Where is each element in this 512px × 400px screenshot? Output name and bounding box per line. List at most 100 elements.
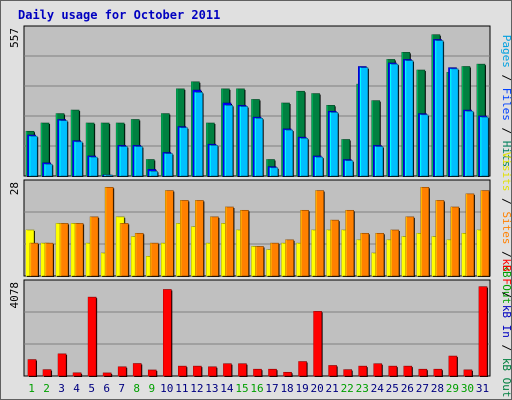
bar-pages-day-30 — [464, 110, 475, 177]
bar-kb-f-day-2 — [42, 369, 53, 377]
bar-sites-day-14 — [225, 206, 235, 277]
x-tick-label: 15 — [235, 382, 248, 395]
bar-sites-day-8 — [134, 232, 145, 277]
bar-kb-f-day-4 — [72, 372, 83, 377]
x-tick-label: 16 — [250, 382, 263, 395]
bar-hits-day-6 — [100, 122, 111, 177]
bar-pages-day-2 — [43, 163, 54, 177]
legend-middle: Visits / Sites / kB Out — [500, 152, 512, 304]
x-tick-label: 12 — [190, 382, 203, 395]
bar-pages-day-26 — [404, 60, 415, 178]
bar-pages-day-17 — [269, 167, 279, 177]
bar-sites-day-12 — [195, 200, 205, 277]
x-tick-label: 21 — [326, 382, 339, 395]
legend-item: Files — [500, 88, 512, 121]
bar-pages-day-8 — [134, 146, 144, 177]
x-tick-label: 28 — [431, 382, 444, 395]
bar-pages-day-23 — [359, 67, 369, 177]
bar-pages-day-14 — [224, 105, 234, 177]
bar-sites-day-25 — [390, 229, 400, 277]
x-tick-label: 25 — [386, 382, 399, 395]
plot-area — [23, 279, 491, 377]
legend-top: Pages / Files / Hits — [500, 35, 512, 168]
bar-kb-f-day-16 — [253, 368, 263, 377]
bar-kb-f-day-30 — [463, 369, 473, 377]
bar-sites-day-27 — [420, 186, 430, 277]
x-tick-label: 9 — [148, 382, 155, 395]
y-max-label: 557 — [8, 28, 21, 48]
x-tick-label: 27 — [416, 382, 429, 395]
bar-pages-day-25 — [389, 63, 399, 177]
bar-kb-f-day-15 — [238, 363, 248, 377]
bar-pages-day-4 — [73, 141, 84, 177]
bar-kb-f-day-23 — [358, 365, 368, 377]
bar-pages-day-3 — [58, 120, 69, 177]
x-tick-label: 5 — [88, 382, 95, 395]
bar-sites-day-1 — [29, 242, 39, 277]
bar-kb-f-day-25 — [388, 365, 398, 377]
bar-pages-day-9 — [149, 170, 159, 177]
bar-kb-f-day-5 — [87, 296, 98, 377]
bar-sites-day-2 — [44, 242, 55, 277]
bar-pages-day-19 — [299, 138, 309, 177]
x-tick-label: 19 — [295, 382, 308, 395]
bar-sites-day-6 — [104, 186, 115, 277]
legend-item: kB Out — [500, 264, 512, 304]
bar-sites-day-18 — [285, 239, 295, 277]
panel-middle: 28 Visits / Sites / kB Out — [8, 152, 512, 304]
legend-bottom: kB F / kB In / kB Out — [500, 258, 512, 397]
bar-sites-day-4 — [74, 223, 85, 277]
bar-pages-day-24 — [374, 146, 384, 177]
bar-kb-f-day-19 — [298, 361, 308, 377]
bar-sites-day-29 — [450, 206, 460, 277]
bar-pages-day-6 — [104, 174, 114, 177]
x-tick-label: 2 — [43, 382, 50, 395]
y-max-label: 28 — [8, 182, 21, 195]
bar-sites-day-21 — [330, 219, 340, 277]
bar-pages-day-27 — [419, 114, 430, 177]
bar-kb-f-day-3 — [57, 353, 68, 377]
bar-kb-f-day-14 — [223, 363, 233, 377]
bar-sites-day-19 — [300, 209, 310, 277]
x-tick-label: 26 — [401, 382, 414, 395]
bar-kb-f-day-1 — [27, 359, 37, 377]
bar-sites-day-17 — [270, 242, 280, 277]
bar-pages-day-7 — [119, 146, 129, 177]
bar-sites-day-24 — [375, 232, 385, 277]
y-max-label: 4078 — [8, 282, 21, 309]
legend-item: Sites — [500, 211, 512, 244]
x-tick-label: 31 — [476, 382, 489, 395]
bar-pages-day-31 — [479, 116, 490, 177]
bar-sites-day-9 — [149, 242, 160, 277]
bar-pages-day-10 — [164, 153, 174, 177]
panel-top: 557 Pages / Files / Hits — [8, 25, 512, 178]
bar-kb-f-day-8 — [132, 363, 143, 377]
bar-kb-f-day-12 — [193, 365, 203, 377]
x-tick-label: 13 — [205, 382, 218, 395]
x-tick-label: 6 — [103, 382, 110, 395]
bar-kb-f-day-21 — [328, 365, 338, 377]
x-tick-label: 1 — [28, 382, 35, 395]
x-tick-label: 20 — [311, 382, 324, 395]
bar-pages-day-1 — [28, 135, 39, 177]
bar-sites-day-22 — [345, 209, 355, 277]
bar-sites-day-11 — [180, 200, 190, 277]
bar-kb-f-day-13 — [208, 366, 218, 377]
bar-kb-f-day-11 — [178, 365, 188, 377]
x-tick-label: 29 — [446, 382, 459, 395]
x-tick-label: 18 — [280, 382, 293, 395]
x-tick-label: 14 — [220, 382, 234, 395]
bar-pages-day-29 — [449, 68, 460, 177]
bar-kb-f-day-22 — [343, 369, 353, 377]
x-tick-label: 3 — [58, 382, 65, 395]
bar-sites-day-3 — [59, 223, 70, 277]
x-tick-label: 10 — [160, 382, 173, 395]
bar-sites-day-26 — [405, 216, 415, 277]
bar-sites-day-30 — [465, 193, 475, 277]
bar-sites-day-15 — [240, 209, 250, 277]
bar-pages-day-11 — [179, 127, 189, 177]
legend-item: kB In — [500, 305, 512, 338]
bar-pages-day-13 — [209, 145, 219, 177]
bar-kb-f-day-24 — [373, 363, 383, 377]
